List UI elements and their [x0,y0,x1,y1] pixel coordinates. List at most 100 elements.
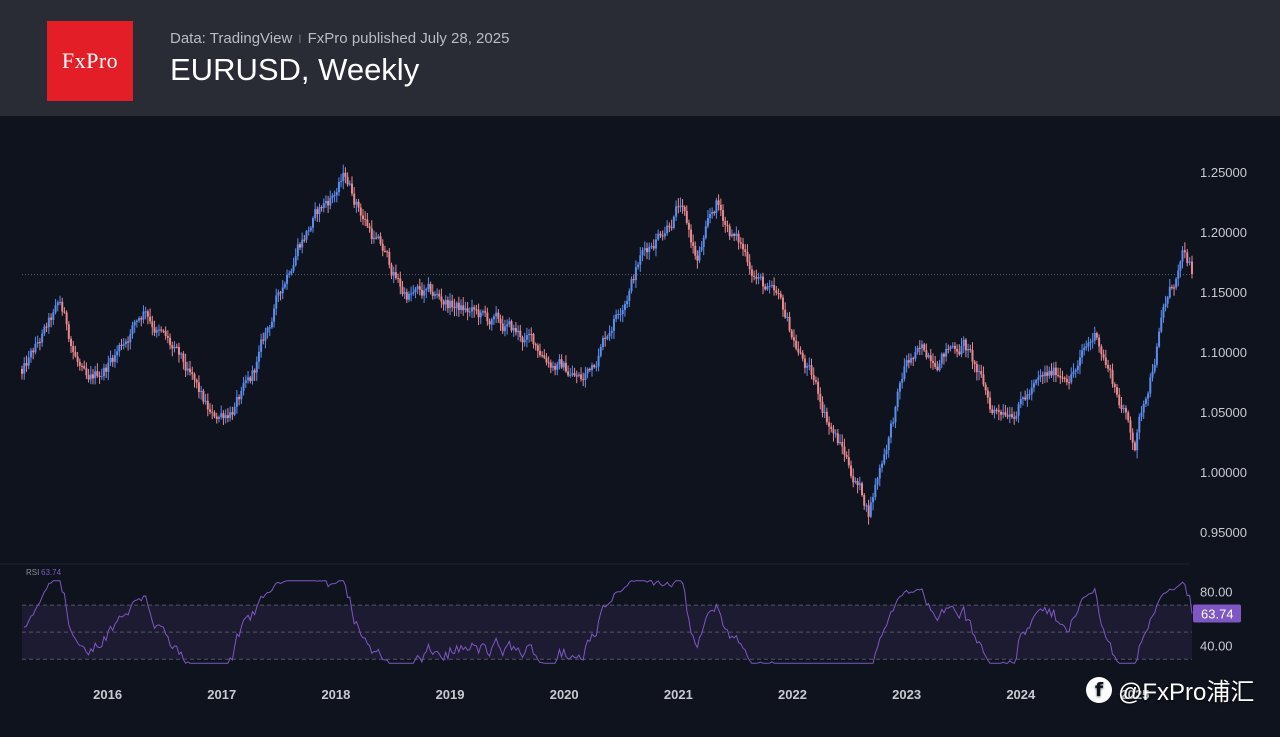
candle-up [1074,370,1077,372]
candle-up [133,322,136,326]
candle-up [1089,341,1092,343]
candle-up [698,250,701,261]
candle-up [135,320,138,323]
candle-up [643,248,646,251]
candle-up [331,195,334,198]
candle-up [881,463,884,468]
candle-up [296,244,299,257]
candle-down [719,204,722,211]
candle-down [429,283,432,292]
candle-up [412,292,415,294]
candle-up [945,348,948,357]
data-source: Data: TradingView [170,30,293,47]
candle-down [1186,252,1189,264]
x-tick-label-2016: 2016 [93,687,122,702]
candle-up [27,357,30,366]
candle-up [309,227,312,231]
candle-down [38,341,41,343]
candle-up [608,333,611,337]
candle-up [569,374,572,376]
candle-down [1127,412,1130,421]
candle-down [991,409,994,414]
candle-down [206,400,209,410]
candle-down [368,226,371,229]
candle-up [41,333,44,343]
facebook-icon: f [1086,676,1112,703]
candle-down [812,374,815,381]
candle-up [1175,278,1178,288]
candle-down [573,373,576,376]
candle-up [889,423,892,438]
candle-up [1158,331,1161,347]
candle-up [423,290,426,296]
candle-up [634,267,637,281]
candle-up [324,201,327,204]
candle-up [978,371,981,373]
candle-down [726,224,729,227]
candle-up [36,341,39,344]
candle-down [773,284,776,291]
candle-down [320,207,323,209]
candle-down [149,316,152,322]
candle-down [519,330,522,338]
candle-down [681,205,684,207]
candle-down [1059,375,1062,378]
candle-down [191,372,194,375]
candle-up [479,312,482,318]
candle-up [1144,398,1147,405]
candle-up [403,292,406,294]
candle-down [997,410,1000,412]
candle-down [160,329,163,331]
candle-up [885,450,888,455]
candle-down [742,243,745,250]
candle-down [801,352,804,359]
candle-up [495,312,498,317]
candle-down [164,330,167,336]
candle-down [841,442,844,447]
candle-up [100,376,103,378]
candle-down [25,363,28,366]
candle-down [462,305,465,311]
candle-up [623,304,626,311]
candle-down [1057,375,1060,377]
candle-up [266,327,269,333]
candle-down [366,219,369,227]
candle-up [666,225,669,234]
candle-up [244,380,247,383]
candle-down [1046,372,1049,376]
candle-down [98,375,101,377]
candle-down [984,384,987,391]
candle-down [604,338,607,340]
candle-down [1109,368,1112,371]
candle-up [56,302,59,306]
candle-down [140,318,143,320]
candle-down [501,323,504,332]
fxpro-logo: FxPro [47,21,133,101]
candle-up [628,290,631,301]
candle-down [74,352,77,357]
candle-up [47,317,50,328]
candle-down [127,341,130,343]
candle-down [692,242,695,246]
logo-text: FxPro [61,48,119,73]
candle-down [575,375,578,377]
candle-up [54,305,57,313]
chart-meta: Data: TradingView I FxPro published July 2… [170,30,509,47]
candle-up [1030,387,1033,395]
candle-up [650,246,653,248]
candle-up [416,286,419,289]
candle-down [440,296,443,302]
candle-down [670,227,673,229]
candle-up [410,293,413,295]
candle-up [1008,414,1011,417]
candle-down [696,255,699,261]
candle-down [1098,337,1101,347]
candle-down [438,293,441,297]
candle-down [861,483,863,496]
candle-down [1100,346,1103,355]
candle-up [556,364,559,370]
candle-down [1133,442,1136,451]
candle-down [87,375,90,380]
candle-down [907,360,910,363]
candle-up [113,355,116,362]
